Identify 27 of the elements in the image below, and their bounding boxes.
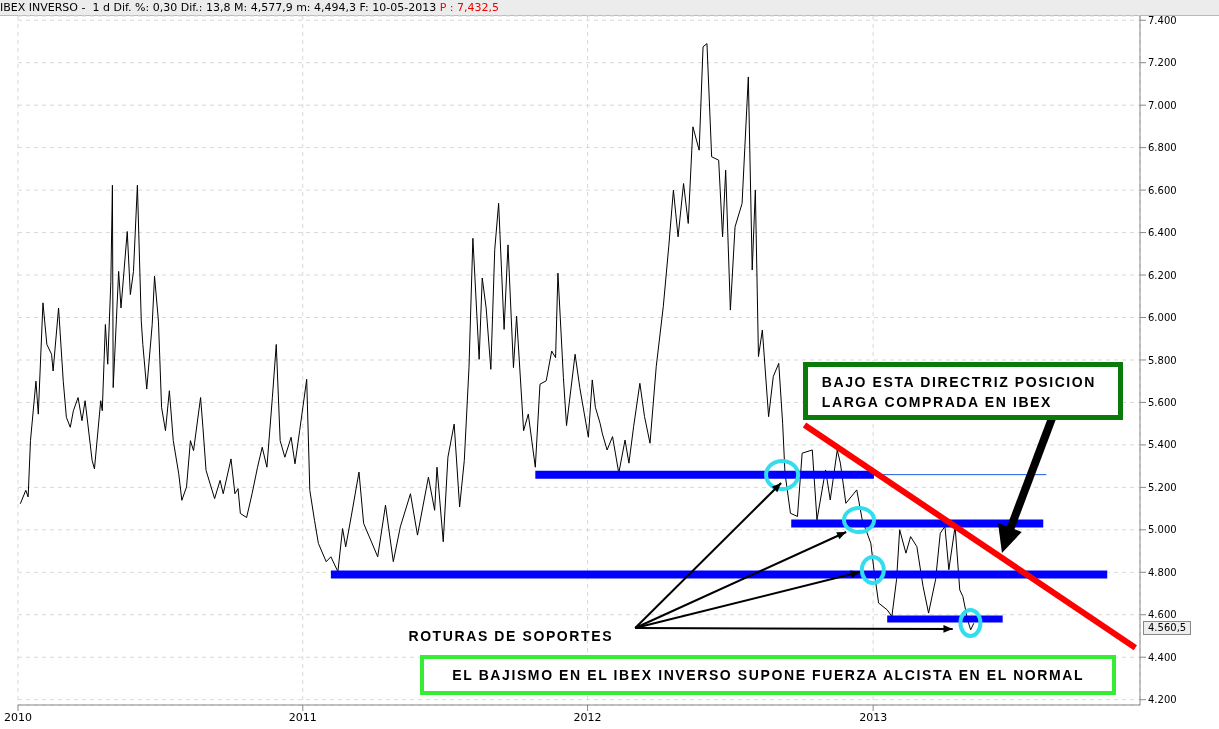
y-tick-label: 5.400 bbox=[1148, 439, 1177, 451]
text: 4.560,5 bbox=[1143, 621, 1192, 636]
y-tick-label: 4.600 bbox=[1148, 609, 1177, 621]
y-tick-label: 5.800 bbox=[1148, 354, 1177, 366]
y-tick-label: 4.200 bbox=[1148, 694, 1177, 706]
y-tick-label: 6.800 bbox=[1148, 142, 1177, 154]
y-tick-label: 6.000 bbox=[1148, 312, 1177, 324]
annotation: ROTURAS DE SOPORTES bbox=[408, 628, 614, 644]
y-tick-label: 6.400 bbox=[1148, 227, 1177, 239]
y-tick-label: 6.600 bbox=[1148, 184, 1177, 196]
y-tick-label: 4.800 bbox=[1148, 566, 1177, 578]
y-tick-label: 4.400 bbox=[1148, 651, 1177, 663]
x-tick-label: 2010 bbox=[4, 710, 32, 724]
y-tick-label: 6.200 bbox=[1148, 269, 1177, 281]
x-tick-label: 2012 bbox=[573, 710, 602, 724]
y-tick-label: 5.000 bbox=[1148, 524, 1177, 536]
y-tick-label: 7.400 bbox=[1148, 14, 1177, 26]
y-tick-label: 5.200 bbox=[1148, 481, 1177, 493]
y-tick-label: 5.600 bbox=[1148, 396, 1177, 408]
y-tick-label: 7.000 bbox=[1148, 99, 1177, 111]
chart-title: IBEX INVERSO - 1 d Dif. %: 0,30 Dif.: 13,8 M: 4,577,9 m: 4,494,3 F: 10-05-2013 bbox=[0, 1, 437, 14]
text-box: EL BAJISMO EN EL IBEX INVERSO SUPONE FUERZA ALCISTA EN EL NORMAL bbox=[420, 655, 1117, 695]
x-tick-label: 2013 bbox=[859, 710, 888, 724]
text-box: BAJO ESTA DIRECTRIZ POSICION LARGA COMPRADA EN IBEX bbox=[802, 362, 1123, 420]
text: P : 7,432,5 bbox=[439, 1, 499, 14]
x-tick-label: 2011 bbox=[288, 710, 317, 724]
y-tick-label: 7.200 bbox=[1148, 57, 1177, 69]
